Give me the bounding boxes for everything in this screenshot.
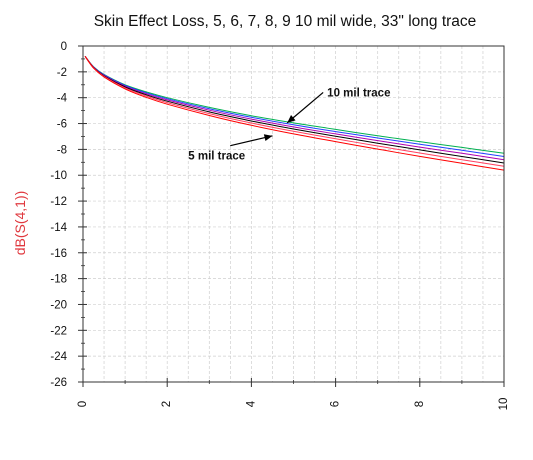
y-tick-label: 0 [61,41,67,53]
y-tick-label: -10 [50,170,67,182]
annotations: 10 mil trace 5 mil trace [188,87,390,162]
y-tick-label: -26 [50,377,67,389]
series-line-2 [84,55,505,161]
y-tick-label: -22 [50,325,67,337]
y-tick-label: -12 [50,196,67,208]
y-tick-label: -24 [50,351,67,363]
x-tick-label: 10 [498,398,510,411]
series-line-5 [84,56,505,171]
y-tick-label: -6 [57,119,67,131]
x-tick-label: 0 [77,401,89,407]
y-tick-label: -8 [57,144,67,156]
y-tick-label: -4 [57,93,68,105]
x-tick-label: 6 [330,401,342,407]
x-tick-label: 8 [414,401,426,407]
y-tick-label: -18 [50,274,67,286]
series-group [84,55,505,171]
x-tick-label: 4 [245,400,257,407]
annotation-arrow-head [263,134,273,142]
axes: 0 -2 -4 -6 -8 -10 -12 -14 -16 -18 -20 -22 -24 -26 0 2 4 6… [50,41,510,410]
series-line-4 [84,56,505,167]
annotation-label: 10 mil trace [327,87,390,99]
y-axis-label: dB(S(4,1)) [12,191,28,256]
y-tick-label: -16 [50,248,67,260]
y-tick-label: -14 [50,222,67,234]
y-tick-label: -2 [57,67,67,79]
annotation-arrow-head [287,115,296,123]
x-tick-label: 2 [161,401,173,407]
chart-title: Skin Effect Loss, 5, 6, 7, 8, 9 10 mil w… [94,13,477,30]
y-tick-label: -20 [50,299,67,311]
annotation-label: 5 mil trace [188,151,245,163]
